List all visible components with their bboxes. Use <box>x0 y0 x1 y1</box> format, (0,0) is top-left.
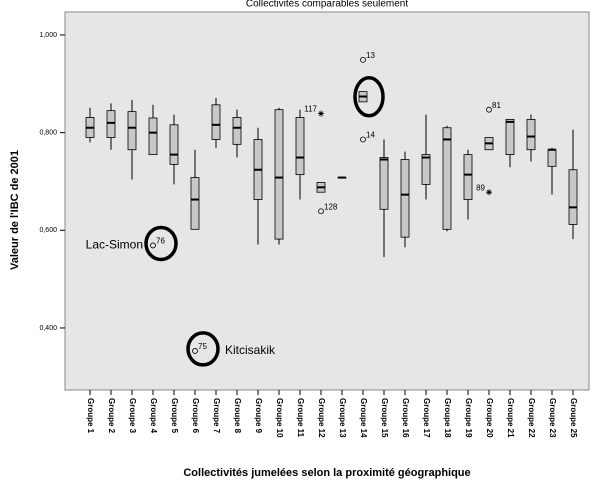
x-tick-label: Groupe 14 <box>359 398 368 438</box>
highlight-circle <box>353 75 385 118</box>
y-tick-label: 0,800 <box>39 129 57 136</box>
box <box>295 117 305 176</box>
x-tick-label: Groupe 13 <box>338 398 347 438</box>
box <box>211 104 221 140</box>
outlier <box>192 348 198 354</box>
box <box>505 119 515 156</box>
x-tick-label: Groupe 6 <box>191 398 200 434</box>
x-tick-label: Groupe 25 <box>569 398 578 438</box>
outlier-star <box>318 110 324 117</box>
x-tick-label: Groupe 2 <box>107 398 116 434</box>
y-axis-title: Valeur de l'IBC de 2001 <box>9 150 21 270</box>
box <box>379 157 389 210</box>
annotation-circle <box>186 331 220 367</box>
box <box>190 177 200 230</box>
box <box>526 119 536 151</box>
box <box>421 154 431 185</box>
x-tick-label: Groupe 1 <box>86 398 95 434</box>
x-tick-label: Groupe 23 <box>548 398 557 438</box>
chart-title: Collectivités comparables seulement <box>246 0 409 10</box>
box <box>274 109 284 240</box>
outlier <box>360 136 366 143</box>
outlier-label: 117 <box>304 105 317 114</box>
box <box>568 169 578 225</box>
outlier <box>318 208 324 215</box>
x-tick-label: Groupe 9 <box>254 398 263 434</box>
outlier <box>486 106 492 113</box>
outlier <box>360 56 366 63</box>
x-tick-label: Groupe 20 <box>485 398 494 438</box>
x-tick-label: Groupe 21 <box>506 398 515 438</box>
box <box>442 127 452 230</box>
x-tick-label: Groupe 10 <box>275 398 284 438</box>
box <box>400 159 410 238</box>
box <box>148 117 158 156</box>
x-tick-label: Groupe 11 <box>296 398 305 438</box>
y-tick-label: 0,400 <box>39 325 57 332</box>
x-tick-label: Groupe 18 <box>443 398 452 438</box>
plot-area <box>64 11 590 391</box>
box <box>127 111 137 151</box>
outlier-label: 89 <box>476 183 485 192</box>
x-tick-label: Groupe 16 <box>401 398 410 438</box>
x-tick-label: Groupe 5 <box>170 398 179 434</box>
x-tick-label: Groupe 17 <box>422 398 431 438</box>
outlier-star <box>486 189 492 196</box>
y-tick-label: 1,000 <box>39 32 57 39</box>
x-tick-label: Groupe 22 <box>527 398 536 438</box>
x-tick-label: Groupe 3 <box>128 398 137 434</box>
x-tick-label: Groupe 15 <box>380 398 389 438</box>
outlier-label: 128 <box>324 202 338 211</box>
x-tick-label: Groupe 8 <box>233 398 242 434</box>
box <box>106 110 116 138</box>
annotation: Lac-Simon <box>86 238 143 252</box>
outlier-label: 13 <box>366 51 375 60</box>
box <box>463 154 473 200</box>
outlier-label: 81 <box>492 101 501 110</box>
x-tick-label: Groupe 4 <box>149 398 158 434</box>
x-axis-title: Collectivités jumelées selon la proximit… <box>183 467 470 479</box>
annotation: Kitcisakik <box>225 343 276 357</box>
annotation-circle <box>144 225 178 262</box>
x-tick-label: Groupe 7 <box>212 398 221 434</box>
outlier-label: 76 <box>156 237 165 246</box>
outlier-label: 14 <box>366 131 375 140</box>
box <box>169 124 179 165</box>
box <box>547 149 557 167</box>
outlier <box>150 242 156 249</box>
x-tick-label: Groupe 19 <box>464 398 473 438</box>
box <box>232 117 242 145</box>
y-tick-label: 0,600 <box>39 227 57 234</box>
outlier-label: 75 <box>198 342 207 351</box>
x-tick-label: Groupe 12 <box>317 398 326 438</box>
